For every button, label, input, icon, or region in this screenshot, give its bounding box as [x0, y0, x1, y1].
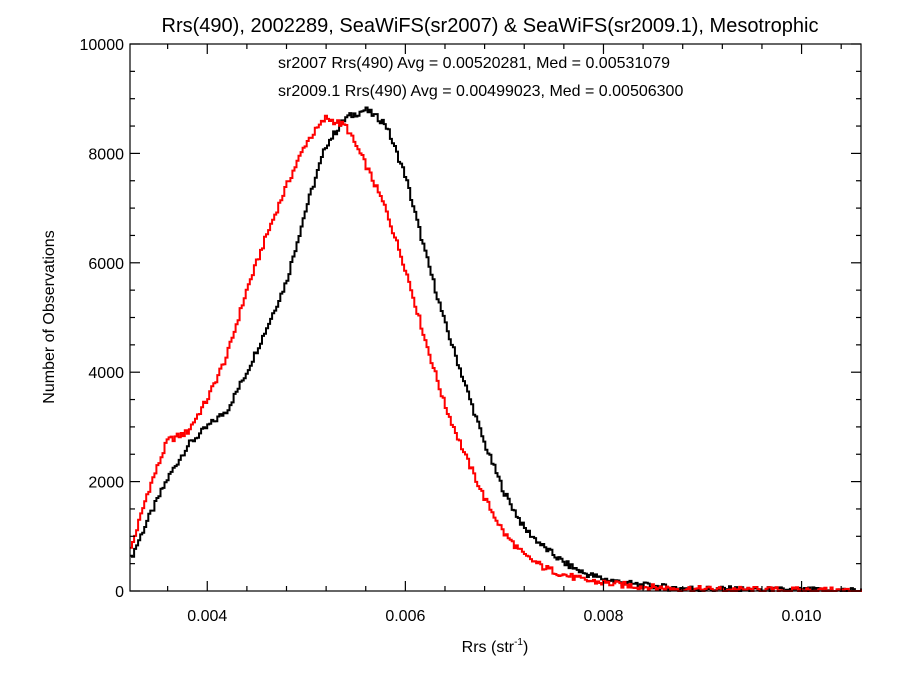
- x-axis-label-main: Rrs (str: [462, 639, 515, 656]
- ticks-layer: 0.004 0.006 0.008 0.010 0 2000 4000 6000 8000 100…: [80, 37, 861, 625]
- y-tick-label: 6000: [88, 256, 124, 273]
- series-line-1: [130, 114, 862, 592]
- annotation-sr2009: sr2009.1 Rrs(490) Avg = 0.00499023, Med …: [278, 83, 683, 100]
- annotation-sr2007: sr2007 Rrs(490) Avg = 0.00520281, Med = …: [278, 55, 670, 72]
- x-axis-label: Rrs (str-1): [462, 637, 529, 656]
- y-tick-label: 0: [115, 584, 124, 601]
- x-tick-label: 0.006: [385, 608, 425, 625]
- x-axis-label-close: ): [523, 639, 528, 656]
- x-axis-label-superscript: -1: [514, 637, 523, 648]
- y-tick-label: 10000: [80, 37, 125, 54]
- chart-title: Rrs(490), 2002289, SeaWiFS(sr2007) & Sea…: [162, 15, 819, 37]
- y-tick-label: 4000: [88, 365, 124, 382]
- x-tick-label: 0.008: [583, 608, 623, 625]
- y-axis-label: Number of Observations: [41, 230, 58, 403]
- y-tick-label: 2000: [88, 475, 124, 492]
- y-tick-label: 8000: [88, 146, 124, 163]
- x-tick-label: 0.010: [782, 608, 822, 625]
- x-tick-label: 0.004: [187, 608, 227, 625]
